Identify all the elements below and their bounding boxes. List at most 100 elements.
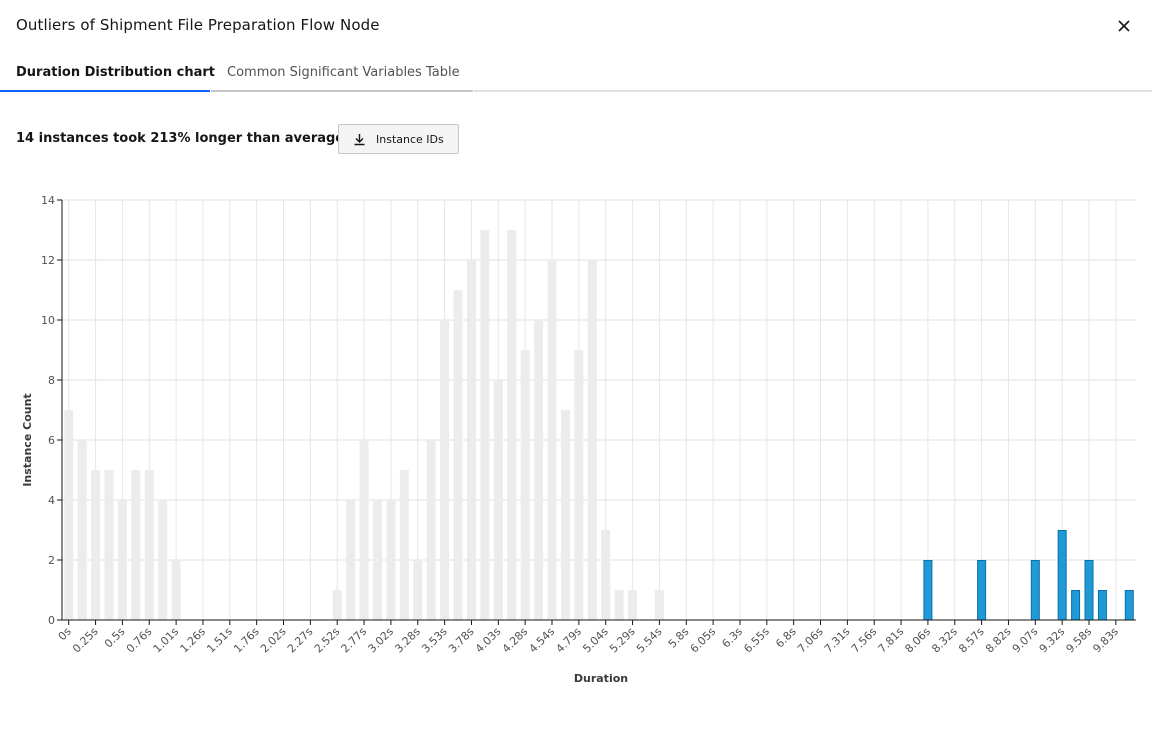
tab-list: Duration Distribution chart Common Signi… — [0, 56, 1152, 92]
outlier-bar — [977, 560, 987, 621]
x-tick-label: 7.31s — [822, 625, 853, 656]
bar — [560, 410, 570, 620]
y-axis-title: Instance Count — [21, 393, 34, 486]
bar — [64, 410, 74, 620]
x-tick-label: 9.83s — [1090, 625, 1121, 656]
y-tick-label: 0 — [48, 614, 55, 627]
outlier-bar — [1071, 590, 1081, 621]
x-tick-label: 1.01s — [151, 625, 182, 656]
tab-duration-distribution[interactable]: Duration Distribution chart — [0, 56, 215, 92]
download-button-label: Instance IDs — [376, 132, 444, 146]
y-tick-label: 8 — [48, 374, 55, 387]
x-tick-label: 7.06s — [795, 625, 826, 656]
x-tick-label: 4.79s — [553, 625, 584, 656]
chart-axes — [61, 200, 1136, 621]
bar — [144, 470, 154, 620]
x-tick-label: 2.02s — [258, 625, 289, 656]
chart-grid — [62, 199, 1136, 621]
x-tick-label: 2.27s — [285, 625, 316, 656]
bar — [131, 470, 141, 620]
x-tick-label: 1.26s — [178, 625, 209, 656]
close-icon — [1118, 20, 1130, 32]
x-tick-label: 6.05s — [688, 625, 719, 656]
close-button[interactable] — [1112, 14, 1136, 38]
duration-distribution-chart: 0 2 4 6 8 10 12 14 0s0.25s 0.5s0.76s1.01s1.26s1.… — [21, 194, 1136, 685]
x-axis-title: Duration — [574, 672, 628, 685]
x-tick-label: 5.04s — [580, 625, 611, 656]
bar — [332, 590, 342, 620]
x-tick-label: 3.78s — [446, 625, 477, 656]
x-tick-label: 4.54s — [527, 625, 558, 656]
x-tick-label: 5.29s — [607, 625, 638, 656]
x-tick-label: 4.28s — [500, 625, 531, 656]
bar — [601, 530, 611, 620]
x-tick-label: 2.77s — [339, 625, 370, 656]
outlier-bar — [1084, 560, 1094, 621]
modal-title: Outliers of Shipment File Preparation Fl… — [16, 16, 380, 34]
bar — [346, 500, 356, 620]
y-tick-label: 14 — [41, 194, 55, 207]
x-tick-label: 0s — [56, 625, 74, 643]
bar — [547, 260, 557, 620]
outlier-bar — [1124, 590, 1134, 621]
bar — [628, 590, 638, 620]
bar — [386, 500, 396, 620]
bar — [654, 590, 664, 620]
tab-common-significant-variables[interactable]: Common Significant Variables Table — [211, 56, 473, 92]
x-tick-label: 7.81s — [876, 625, 907, 656]
bar — [453, 290, 463, 620]
outlier-bar — [923, 560, 933, 621]
bar — [587, 260, 597, 620]
bar — [574, 350, 584, 620]
x-tick-label: 8.32s — [929, 625, 960, 656]
bar — [426, 440, 436, 620]
outlier-bar — [1097, 590, 1107, 621]
x-tick-label: 8.82s — [983, 625, 1014, 656]
y-tick-label: 2 — [48, 554, 55, 567]
download-instance-ids-button[interactable]: Instance IDs — [338, 124, 459, 154]
tab-underline — [474, 90, 1152, 92]
x-tick-label: 1.76s — [231, 625, 262, 656]
x-tick-label: 3.53s — [419, 625, 450, 656]
bar — [413, 560, 423, 620]
x-tick-label: 9.58s — [1064, 625, 1095, 656]
x-tick-label: 8.06s — [902, 625, 933, 656]
x-tick-label: 9.07s — [1010, 625, 1041, 656]
y-tick-label: 10 — [41, 314, 55, 327]
y-tick-label: 6 — [48, 434, 55, 447]
y-tick-label: 12 — [41, 254, 55, 267]
x-tick-labels: 0s0.25s 0.5s0.76s1.01s1.26s1.51s1.76s2.02… — [56, 620, 1121, 656]
bar — [399, 470, 409, 620]
bar — [171, 560, 181, 620]
bar — [372, 500, 382, 620]
x-tick-label: 8.57s — [956, 625, 987, 656]
x-tick-label: 0.25s — [70, 625, 101, 656]
bar — [77, 440, 87, 620]
download-icon — [354, 133, 365, 145]
outlier-bar — [1030, 560, 1040, 621]
x-tick-label: 5.54s — [634, 625, 665, 656]
y-tick-labels: 0 2 4 6 8 10 12 14 — [41, 194, 62, 627]
bar — [359, 440, 369, 620]
outlier-summary: 14 instances took 213% longer than avera… — [16, 131, 350, 146]
x-tick-label: 6.55s — [741, 625, 772, 656]
x-tick-label: 7.56s — [849, 625, 880, 656]
y-tick-label: 4 — [48, 494, 55, 507]
x-tick-label: 3.28s — [392, 625, 423, 656]
x-tick-label: 9.32s — [1037, 625, 1068, 656]
chart-bars — [64, 230, 1134, 621]
x-tick-label: 1.51s — [204, 625, 235, 656]
bar — [507, 230, 517, 620]
x-tick-label: 3.02s — [365, 625, 396, 656]
bar — [466, 260, 476, 620]
outlier-bar — [1057, 530, 1067, 621]
bar — [480, 230, 490, 620]
x-tick-label: 0.76s — [124, 625, 155, 656]
bar — [493, 380, 503, 620]
x-tick-label: 4.03s — [473, 625, 504, 656]
bar — [158, 500, 168, 620]
bar — [104, 470, 114, 620]
bar — [520, 350, 530, 620]
bar — [440, 320, 450, 620]
bar — [117, 500, 127, 620]
